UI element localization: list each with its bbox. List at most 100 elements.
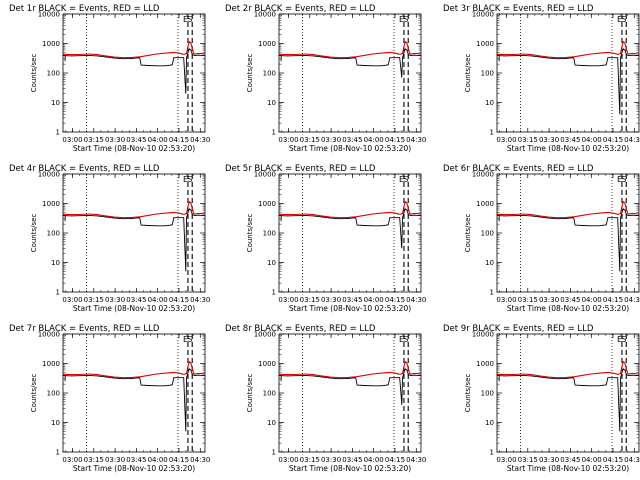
x-axis-label: Start Time (08-Nov-10 02:53:20) — [507, 464, 629, 473]
x-tick-label: 03:00 — [62, 456, 82, 464]
x-tick-label: 04:30 — [406, 456, 426, 464]
x-tick-label: 04:30 — [190, 296, 210, 304]
y-axis-label: Counts/sec — [246, 214, 254, 253]
panel-7: Det 7r BLACK = Events, RED = LLD 1 10 100 10… — [9, 324, 210, 473]
x-tick-label: 04:15 — [603, 136, 623, 144]
x-tick-label: 03:00 — [278, 296, 298, 304]
marker-label: S — [187, 15, 192, 24]
panel-title: Det 7r BLACK = Events, RED = LLD — [9, 324, 160, 334]
lld-series-line — [496, 200, 640, 219]
y-tick-label: 1000 — [476, 200, 494, 208]
x-tick-label: 03:30 — [539, 136, 559, 144]
marker-label: S — [621, 335, 626, 344]
y-tick-label: 10000 — [38, 171, 60, 179]
y-tick-label: 10000 — [254, 171, 276, 179]
x-axis-label: Start Time (08-Nov-10 02:53:20) — [289, 464, 411, 473]
panel-title: Det 5r BLACK = Events, RED = LLD — [225, 164, 376, 174]
x-tick-label: 04:15 — [169, 296, 189, 304]
y-axis-label: Counts/sec — [30, 54, 38, 93]
x-tick-label: 03:00 — [496, 296, 516, 304]
y-tick-label: 100 — [47, 230, 60, 238]
x-axis-label: Start Time (08-Nov-10 02:53:20) — [73, 464, 195, 473]
y-tick-label: 1 — [490, 289, 494, 297]
panel-title: Det 3r BLACK = Events, RED = LLD — [443, 4, 594, 14]
panel-5: Det 5r BLACK = Events, RED = LLD 1 10 100 10… — [225, 164, 426, 313]
y-tick-label: 1 — [56, 449, 60, 457]
x-tick-label: 04:15 — [603, 296, 623, 304]
x-tick-label: 04:30 — [406, 296, 426, 304]
plot-frame — [278, 173, 422, 293]
x-tick-label: 03:00 — [496, 136, 516, 144]
y-tick-label: 10000 — [254, 11, 276, 19]
plot-frame — [496, 173, 640, 293]
x-tick-label: 04:30 — [190, 136, 210, 144]
lld-series-line — [278, 360, 422, 379]
x-tick-label: 03:45 — [560, 136, 580, 144]
y-tick-label: 10000 — [254, 331, 276, 339]
x-axis-label: Start Time (08-Nov-10 02:53:20) — [73, 144, 195, 153]
panel-3: Det 3r BLACK = Events, RED = LLD 1 10 100 10… — [443, 4, 640, 153]
y-tick-label: 100 — [481, 230, 494, 238]
x-axis-label: Start Time (08-Nov-10 02:53:20) — [507, 304, 629, 313]
marker-label: S — [403, 335, 408, 344]
lld-series-line — [278, 200, 422, 219]
x-tick-label: 03:00 — [62, 136, 82, 144]
y-tick-label: 10000 — [472, 11, 494, 19]
x-tick-label: 04:15 — [385, 136, 405, 144]
x-tick-label: 03:45 — [342, 456, 362, 464]
events-series-line — [278, 208, 422, 249]
events-series-line — [278, 48, 422, 78]
x-tick-label: 03:15 — [84, 296, 104, 304]
y-tick-label: 10000 — [38, 331, 60, 339]
y-tick-label: 100 — [481, 390, 494, 398]
marker-label: E — [399, 335, 404, 344]
x-tick-label: 04:30 — [406, 136, 426, 144]
panel-title: Det 8r BLACK = Events, RED = LLD — [225, 324, 376, 334]
y-axis-label: Counts/sec — [464, 374, 472, 413]
plot-frame — [62, 333, 206, 453]
y-axis-label: Counts/sec — [464, 54, 472, 93]
panel-title: Det 2r BLACK = Events, RED = LLD — [225, 4, 376, 14]
y-tick-label: 10000 — [472, 331, 494, 339]
y-tick-label: 1000 — [42, 200, 60, 208]
panel-title: Det 9r BLACK = Events, RED = LLD — [443, 324, 594, 334]
marker-label: E — [399, 15, 404, 24]
marker-label: E — [617, 15, 622, 24]
lld-series-line — [278, 40, 422, 59]
y-tick-label: 10 — [267, 259, 276, 267]
marker-label: E — [399, 175, 404, 184]
plot-frame — [496, 333, 640, 453]
y-tick-label: 10 — [51, 99, 60, 107]
plot-frame — [62, 13, 206, 133]
events-series-line — [496, 48, 640, 115]
y-tick-label: 1000 — [476, 40, 494, 48]
x-tick-label: 03:15 — [300, 296, 320, 304]
x-tick-label: 03:30 — [321, 296, 341, 304]
x-tick-label: 03:30 — [105, 456, 125, 464]
x-tick-label: 04:00 — [148, 136, 168, 144]
x-tick-label: 03:45 — [342, 136, 362, 144]
x-tick-label: 03:15 — [84, 136, 104, 144]
y-tick-label: 1 — [56, 289, 60, 297]
x-tick-label: 03:45 — [560, 296, 580, 304]
y-tick-label: 10000 — [472, 171, 494, 179]
x-tick-label: 03:00 — [496, 456, 516, 464]
y-tick-label: 1000 — [42, 360, 60, 368]
y-axis-label: Counts/sec — [30, 374, 38, 413]
x-tick-label: 04:15 — [169, 136, 189, 144]
events-series-line — [62, 208, 206, 272]
panel-6: Det 6r BLACK = Events, RED = LLD 1 10 100 10… — [443, 164, 640, 313]
y-axis-label: Counts/sec — [246, 374, 254, 413]
events-series-line — [496, 368, 640, 432]
y-tick-label: 1 — [490, 129, 494, 137]
x-tick-label: 03:00 — [62, 296, 82, 304]
y-tick-label: 1000 — [42, 40, 60, 48]
y-tick-label: 1 — [272, 449, 276, 457]
x-tick-label: 03:00 — [278, 456, 298, 464]
marker-label: E — [183, 175, 188, 184]
x-tick-label: 03:45 — [126, 136, 146, 144]
lld-series-line — [62, 40, 206, 59]
lld-series-line — [496, 40, 640, 59]
x-tick-label: 04:15 — [603, 456, 623, 464]
